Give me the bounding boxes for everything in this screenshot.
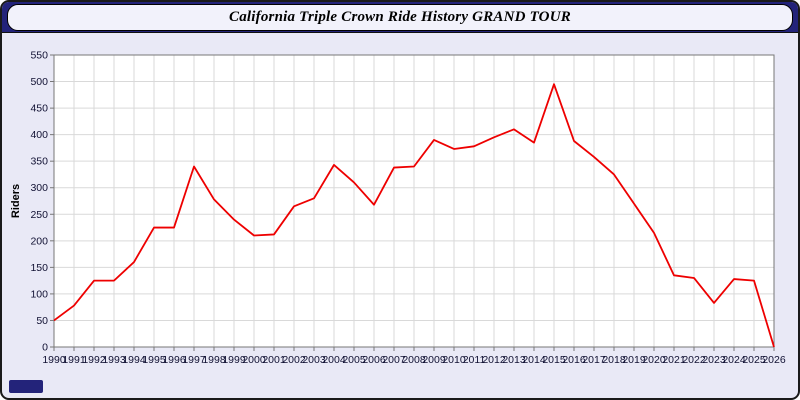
svg-text:200: 200 bbox=[30, 235, 48, 247]
svg-text:1993: 1993 bbox=[102, 354, 126, 366]
svg-text:2025: 2025 bbox=[742, 354, 766, 366]
page-title-text: California Triple Crown Ride History GRA… bbox=[229, 8, 571, 25]
svg-text:100: 100 bbox=[30, 288, 48, 300]
svg-text:0: 0 bbox=[42, 342, 48, 354]
svg-text:1991: 1991 bbox=[62, 354, 86, 366]
svg-text:550: 550 bbox=[30, 50, 48, 62]
svg-text:2023: 2023 bbox=[702, 354, 726, 366]
svg-text:2011: 2011 bbox=[463, 354, 486, 366]
svg-text:1995: 1995 bbox=[142, 354, 166, 366]
svg-text:150: 150 bbox=[30, 262, 48, 274]
svg-text:1994: 1994 bbox=[122, 354, 146, 366]
svg-text:2021: 2021 bbox=[662, 354, 686, 366]
svg-text:1997: 1997 bbox=[182, 354, 206, 366]
title-bar: California Triple Crown Ride History GRA… bbox=[2, 2, 798, 33]
svg-text:450: 450 bbox=[30, 103, 48, 115]
svg-text:1998: 1998 bbox=[202, 354, 226, 366]
svg-text:2005: 2005 bbox=[342, 354, 366, 366]
svg-text:2003: 2003 bbox=[302, 354, 326, 366]
svg-text:2006: 2006 bbox=[362, 354, 386, 366]
svg-text:2019: 2019 bbox=[622, 354, 646, 366]
svg-text:2009: 2009 bbox=[422, 354, 446, 366]
svg-text:2015: 2015 bbox=[542, 354, 566, 366]
chart-svg: 0501001502002503003504004505005501990199… bbox=[10, 50, 786, 367]
chart-area: 0 50 100 150 200 250 300 350 400 450 500 550 1990 199… bbox=[6, 47, 794, 394]
svg-text:2007: 2007 bbox=[382, 354, 406, 366]
svg-text:2026: 2026 bbox=[762, 354, 786, 366]
svg-text:400: 400 bbox=[30, 129, 48, 141]
svg-text:2002: 2002 bbox=[282, 354, 306, 366]
svg-text:250: 250 bbox=[30, 209, 48, 221]
svg-text:2018: 2018 bbox=[602, 354, 626, 366]
svg-text:2008: 2008 bbox=[402, 354, 426, 366]
svg-text:2000: 2000 bbox=[242, 354, 266, 366]
svg-text:2010: 2010 bbox=[442, 354, 466, 366]
svg-text:2016: 2016 bbox=[562, 354, 586, 366]
svg-text:2004: 2004 bbox=[322, 354, 346, 366]
svg-text:2017: 2017 bbox=[582, 354, 606, 366]
svg-text:350: 350 bbox=[30, 156, 48, 168]
svg-text:1990: 1990 bbox=[42, 354, 66, 366]
svg-text:2013: 2013 bbox=[502, 354, 526, 366]
svg-text:1992: 1992 bbox=[82, 354, 106, 366]
svg-text:2001: 2001 bbox=[262, 354, 286, 366]
svg-text:300: 300 bbox=[30, 182, 48, 194]
svg-text:2020: 2020 bbox=[642, 354, 666, 366]
svg-text:2022: 2022 bbox=[682, 354, 706, 366]
page-title: California Triple Crown Ride History GRA… bbox=[7, 3, 793, 31]
svg-text:500: 500 bbox=[30, 76, 48, 88]
svg-text:1999: 1999 bbox=[222, 354, 246, 366]
svg-text:2014: 2014 bbox=[522, 354, 546, 366]
svg-text:2024: 2024 bbox=[722, 354, 746, 366]
svg-text:2012: 2012 bbox=[482, 354, 506, 366]
svg-text:1996: 1996 bbox=[162, 354, 186, 366]
svg-text:Riders: Riders bbox=[10, 184, 22, 218]
svg-text:50: 50 bbox=[36, 315, 48, 327]
bottom-left-accent bbox=[9, 380, 43, 393]
